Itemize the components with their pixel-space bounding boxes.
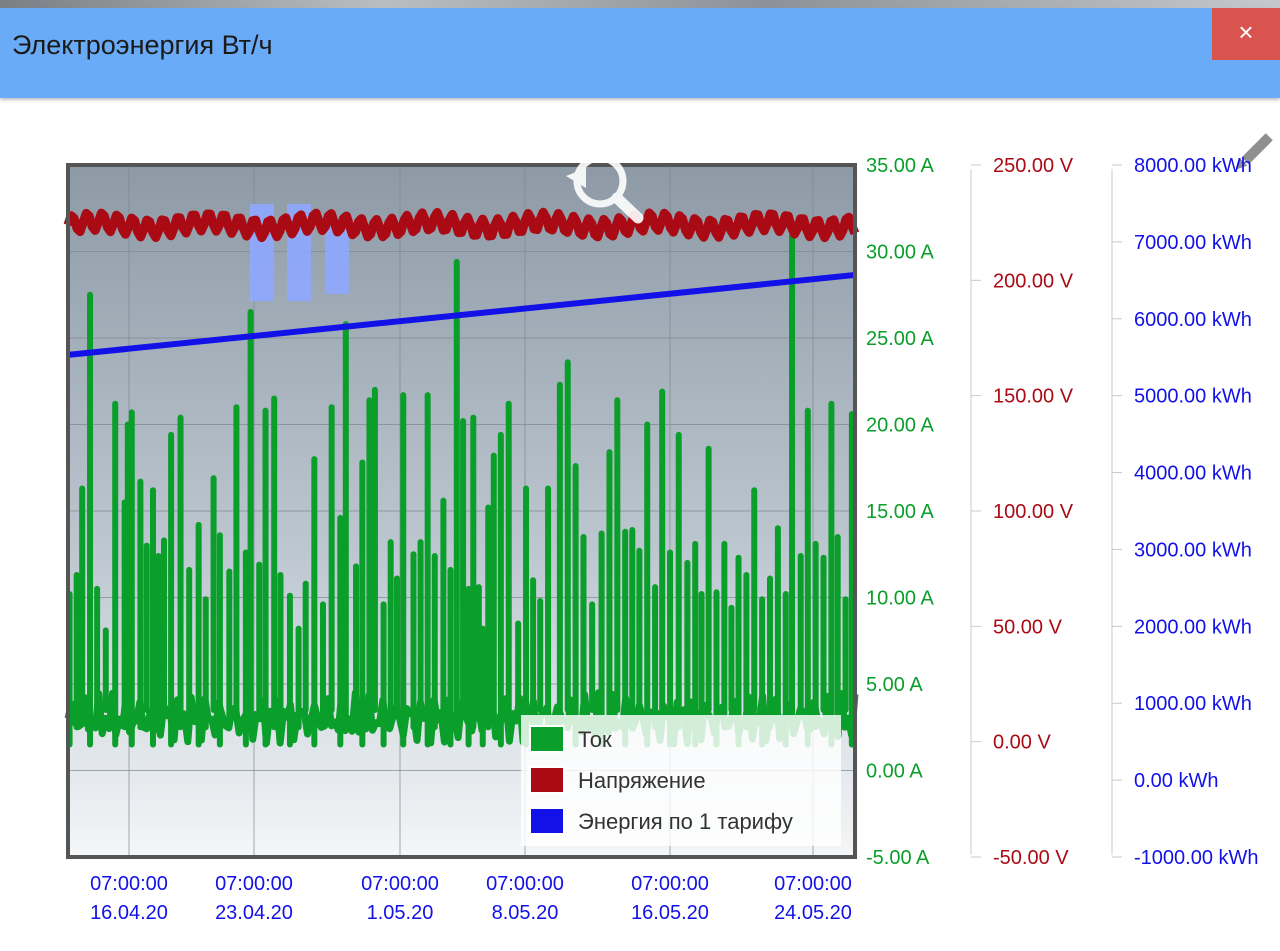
y-tick-current: 0.00 A	[866, 761, 923, 783]
dialog-title-bar: Электроэнергия Вт/ч ×	[0, 8, 1280, 98]
legend-item-energy[interactable]: Энергия по 1 тарифу	[529, 807, 793, 835]
x-tick-date: 16.04.20	[90, 902, 168, 924]
x-tick-time: 07:00:00	[774, 873, 852, 895]
svg-text:Напряжение: Напряжение	[578, 768, 706, 793]
y-tick-energy: 2000.00 kWh	[1134, 616, 1252, 638]
x-tick-date: 16.05.20	[631, 902, 709, 924]
close-button[interactable]: ×	[1212, 8, 1280, 60]
y-tick-energy: 7000.00 kWh	[1134, 232, 1252, 254]
legend-item-current[interactable]: Ток	[529, 725, 612, 753]
y-tick-voltage: -50.00 V	[993, 847, 1069, 869]
y-axis-voltage: 250.00 V 200.00 V 150.00 V 100.00 V 50.00 V 0…	[970, 155, 1074, 869]
legend-item-voltage[interactable]: Напряжение	[529, 766, 706, 794]
y-tick-energy: 8000.00 kWh	[1134, 155, 1252, 177]
y-tick-voltage: 150.00 V	[993, 386, 1074, 408]
series-voltage	[63, 207, 860, 243]
pencil-icon[interactable]	[1228, 128, 1278, 178]
y-tick-voltage: 250.00 V	[993, 155, 1074, 177]
dialog-title: Электроэнергия Вт/ч	[12, 30, 273, 60]
x-axis: 07:00:00 16.04.20 07:00:00 23.04.20 07:00:00…	[90, 873, 852, 924]
x-tick-date: 1.05.20	[367, 902, 434, 924]
y-tick-energy: 4000.00 kWh	[1134, 463, 1252, 485]
y-tick-current: 15.00 A	[866, 501, 935, 523]
y-tick-energy: -1000.00 kWh	[1134, 847, 1259, 869]
x-tick-date: 24.05.20	[774, 902, 852, 924]
y-tick-energy: 1000.00 kWh	[1134, 693, 1252, 715]
svg-text:Ток: Ток	[578, 727, 612, 752]
y-tick-current: 30.00 A	[866, 242, 935, 264]
series-current	[64, 232, 859, 748]
x-tick-time: 07:00:00	[631, 873, 709, 895]
y-tick-energy: 0.00 kWh	[1134, 770, 1218, 792]
y-tick-voltage: 50.00 V	[993, 616, 1063, 638]
background-strip	[0, 0, 1280, 8]
x-tick-time: 07:00:00	[90, 873, 168, 895]
y-tick-current: 20.00 A	[866, 415, 935, 437]
y-tick-current: 10.00 A	[866, 588, 935, 610]
y-tick-energy: 6000.00 kWh	[1134, 309, 1252, 331]
y-tick-voltage: 100.00 V	[993, 501, 1074, 523]
y-tick-energy: 3000.00 kWh	[1134, 539, 1252, 561]
plot-frame	[66, 163, 857, 859]
y-tick-current: 35.00 A	[866, 155, 935, 177]
x-tick-time: 07:00:00	[486, 873, 564, 895]
x-tick-time: 07:00:00	[361, 873, 439, 895]
y-tick-energy: 5000.00 kWh	[1134, 386, 1252, 408]
svg-text:Энергия по 1 тарифу: Энергия по 1 тарифу	[578, 809, 793, 834]
y-axis-energy: 8000.00 kWh 7000.00 kWh 6000.00 kWh 5000.00…	[1111, 155, 1259, 869]
y-tick-voltage: 0.00 V	[993, 732, 1051, 754]
legend: Ток Напряжение Энергия по 1 тарифу	[521, 715, 841, 846]
x-tick-date: 8.05.20	[492, 902, 559, 924]
x-tick-date: 23.04.20	[215, 902, 293, 924]
close-icon: ×	[1238, 17, 1254, 47]
series-energy	[67, 271, 856, 358]
y-tick-current: 5.00 A	[866, 674, 923, 696]
y-axis-current: 35.00 A 30.00 A 25.00 A 20.00 A 15.00 A 10.00…	[866, 155, 935, 869]
y-tick-current: -5.00 A	[866, 847, 930, 869]
zoom-reset-icon[interactable]	[566, 154, 644, 224]
y-tick-current: 25.00 A	[866, 328, 935, 350]
x-tick-time: 07:00:00	[215, 873, 293, 895]
y-tick-voltage: 200.00 V	[993, 270, 1074, 292]
